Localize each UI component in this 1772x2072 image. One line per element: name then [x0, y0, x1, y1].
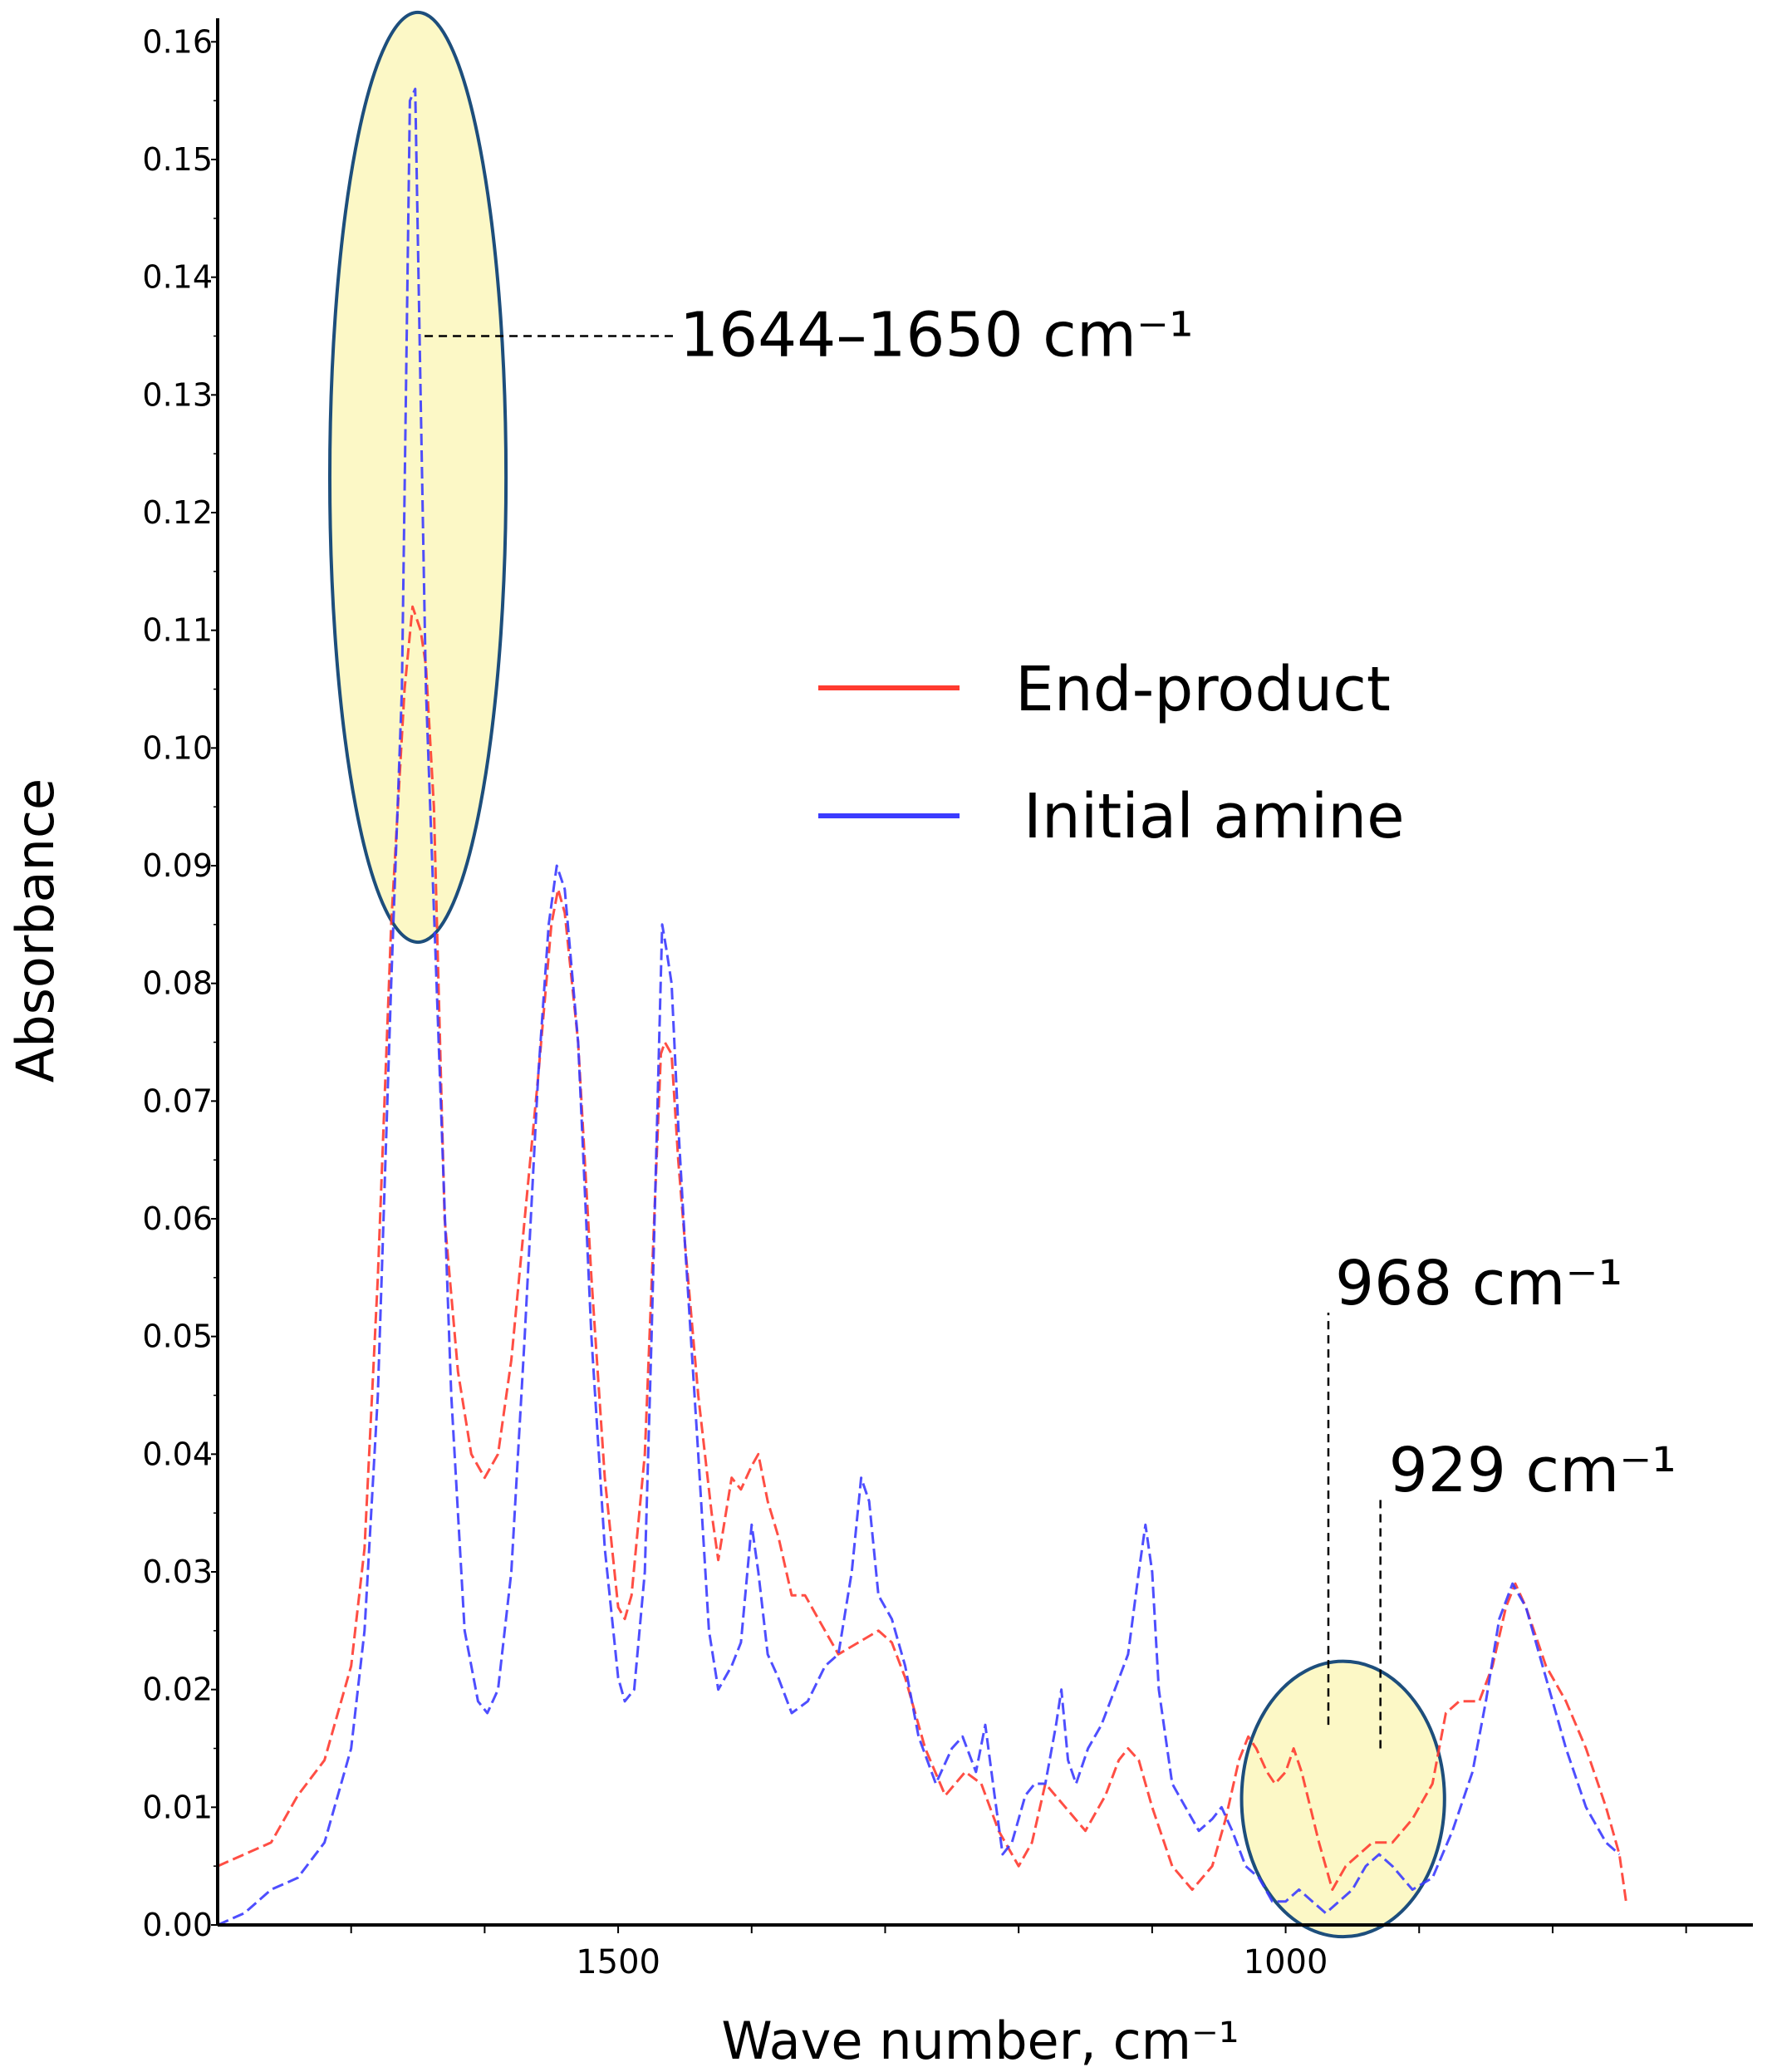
y-ticks: 0.00 0.01 0.02 0.03 0.04 0.05 0.06 0.07 0.08 0.09…	[142, 23, 218, 1943]
x-tick-label: 1000	[1244, 1943, 1328, 1981]
series-line-end-product	[217, 605, 1627, 1902]
legend-label-initial-amine: Initial amine	[1023, 781, 1405, 852]
y-tick-label: 0.15	[142, 141, 213, 178]
annotation-label-968: 968 cm⁻¹	[1335, 1248, 1622, 1319]
legend: End-product Initial amine	[818, 654, 1405, 852]
y-tick-label: 0.03	[142, 1554, 213, 1590]
x-ticks: 1500 1000	[350, 1925, 1687, 1981]
highlight-ellipse-0	[327, 10, 508, 945]
y-tick-label: 0.10	[142, 729, 213, 766]
annotation-label-1644: 1644–1650 cm⁻¹	[680, 300, 1194, 371]
y-axis-title: Absorbance	[5, 778, 66, 1083]
series-layer	[217, 87, 1627, 1927]
x-axis-title: Wave number, cm⁻¹	[721, 2011, 1239, 2071]
highlight-ellipse-1	[1239, 1659, 1446, 1939]
peak-annotations: 1644–1650 cm⁻¹ 968 cm⁻¹ 929 cm⁻¹	[425, 300, 1676, 1749]
y-tick-label: 0.00	[142, 1907, 213, 1943]
highlight-ellipses	[327, 10, 1446, 1939]
y-tick-label: 0.05	[142, 1318, 213, 1355]
y-tick-label: 0.08	[142, 965, 213, 1002]
legend-label-end-product: End-product	[1015, 654, 1391, 725]
x-tick-label: 1500	[576, 1943, 660, 1981]
y-tick-label: 0.13	[142, 376, 213, 413]
y-tick-label: 0.12	[142, 494, 213, 531]
y-tick-label: 0.01	[142, 1789, 213, 1825]
series-line-initial-amine	[217, 87, 1621, 1927]
y-tick-label: 0.02	[142, 1672, 213, 1708]
y-tick-label: 0.04	[142, 1436, 213, 1472]
y-tick-label: 0.07	[142, 1083, 213, 1119]
y-tick-label: 0.09	[142, 847, 213, 884]
y-tick-label: 0.11	[142, 612, 213, 649]
annotation-label-929: 929 cm⁻¹	[1389, 1435, 1676, 1506]
y-tick-label: 0.16	[142, 23, 213, 60]
y-tick-label: 0.06	[142, 1200, 213, 1237]
y-tick-label: 0.14	[142, 259, 213, 296]
